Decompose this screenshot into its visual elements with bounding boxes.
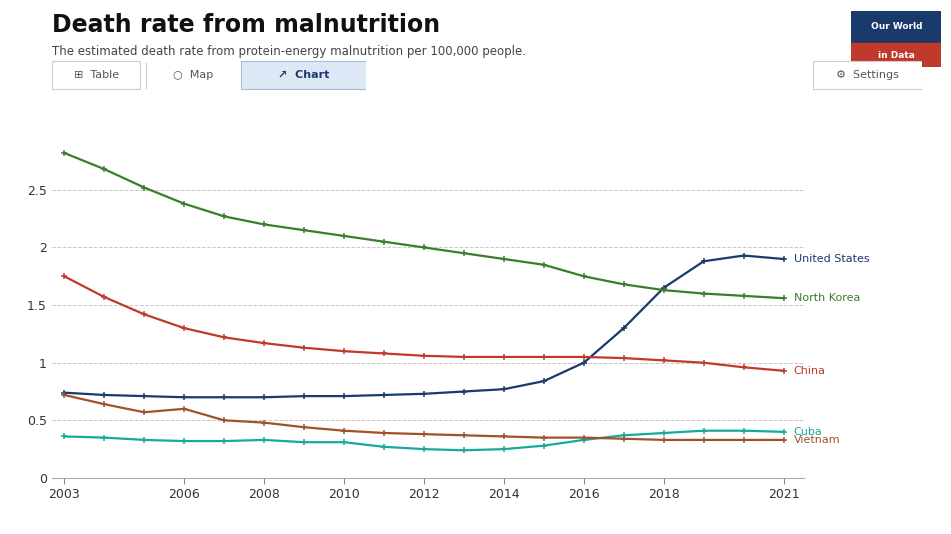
Bar (851, 11, 941, 43)
Text: Our World: Our World (870, 22, 922, 31)
Bar (241, 61, 366, 89)
Text: United States: United States (793, 254, 869, 264)
Text: ↗  Chart: ↗ Chart (278, 69, 329, 80)
Bar (149, 61, 238, 89)
Bar (851, 43, 941, 67)
Text: Death rate from malnutrition: Death rate from malnutrition (52, 13, 440, 37)
Text: in Data: in Data (878, 51, 915, 60)
Text: ⚙  Settings: ⚙ Settings (836, 69, 900, 80)
Bar (52, 61, 140, 89)
Text: Cuba: Cuba (793, 427, 823, 437)
Text: ○  Map: ○ Map (173, 69, 214, 80)
Text: China: China (793, 366, 825, 376)
Text: ⊞  Table: ⊞ Table (73, 69, 119, 80)
Text: North Korea: North Korea (793, 293, 860, 303)
Text: The estimated death rate from protein-energy malnutrition per 100,000 people.: The estimated death rate from protein-en… (52, 45, 526, 58)
Text: Vietnam: Vietnam (793, 435, 841, 445)
